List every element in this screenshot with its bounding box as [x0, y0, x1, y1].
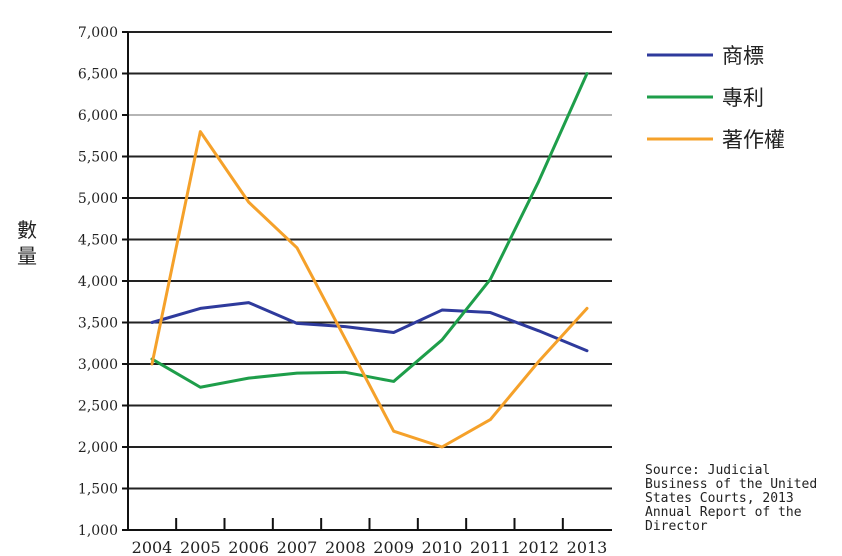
y-tick-label: 6,500 — [78, 67, 118, 83]
x-tick-label: 2004 — [132, 538, 173, 556]
y-tick-label: 1,500 — [78, 482, 118, 498]
x-tick-label: 2007 — [277, 538, 318, 556]
y-axis-label-char: 數 — [17, 218, 37, 242]
series-line-著作權 — [150, 130, 589, 449]
x-tick-label: 2005 — [180, 538, 221, 556]
y-tick-label: 5,500 — [78, 150, 118, 166]
series-line-專利 — [150, 72, 589, 389]
x-tick-label: 2010 — [422, 538, 463, 556]
series-lines — [150, 72, 589, 449]
x-tick-label: 2006 — [228, 538, 269, 556]
y-tick-label: 5,000 — [78, 191, 118, 207]
gridlines — [128, 31, 612, 490]
y-tick-label: 4,000 — [78, 274, 118, 290]
y-axis-label-char: 量 — [17, 244, 37, 268]
series-line-商標 — [150, 301, 589, 353]
x-tick-label: 2013 — [567, 538, 608, 556]
x-tick-label: 2009 — [373, 538, 414, 556]
y-tick-label: 7,000 — [78, 25, 118, 41]
y-axis-label: 數量 — [17, 218, 37, 268]
y-tick-label: 6,000 — [78, 108, 118, 124]
y-tick-label: 3,500 — [78, 316, 118, 332]
legend-label: 專利 — [722, 86, 764, 110]
legend-label: 著作權 — [722, 128, 785, 152]
y-tick-label: 3,000 — [78, 357, 118, 373]
x-tick-label: 2011 — [470, 538, 511, 556]
x-tick-labels: 2004 2005 2006 2007 2008 2009 2010 2011 2012 2013 — [132, 538, 608, 556]
y-tick-label: 4,500 — [78, 233, 118, 249]
y-tick-label: 2,500 — [78, 399, 118, 415]
x-tick-label: 2012 — [518, 538, 559, 556]
axes — [122, 31, 612, 531]
source-annotation: Source: Judicial Business of the United … — [645, 463, 818, 534]
x-tick-label: 2008 — [325, 538, 366, 556]
legend-label: 商標 — [722, 44, 764, 68]
y-tick-labels: 1,000 1,500 2,000 2,500 3,000 3,500 4,000 4,500… — [78, 25, 118, 539]
y-tick-label: 1,000 — [78, 523, 118, 539]
y-tick-label: 2,000 — [78, 440, 118, 456]
